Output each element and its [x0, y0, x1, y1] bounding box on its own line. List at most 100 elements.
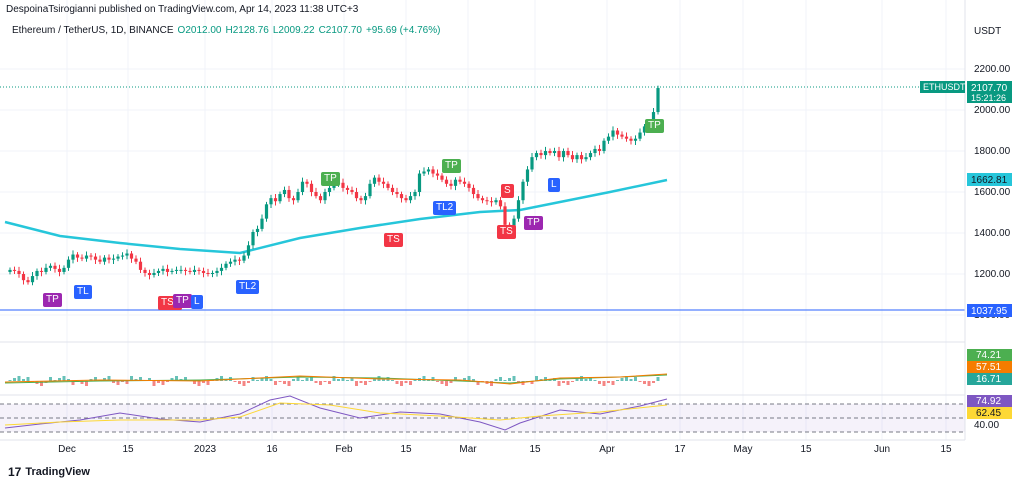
candle-body[interactable] — [246, 245, 251, 256]
candle-body[interactable] — [404, 198, 408, 201]
candle-body[interactable] — [309, 183, 314, 192]
candle-body[interactable] — [183, 269, 188, 271]
candle-body[interactable] — [521, 181, 525, 201]
candle-body[interactable] — [485, 200, 489, 202]
signal-marker[interactable]: TL2 — [433, 201, 457, 215]
candle-body[interactable] — [368, 183, 372, 197]
candle-body[interactable] — [498, 200, 503, 207]
candle-body[interactable] — [129, 253, 134, 259]
candle-body[interactable] — [620, 134, 624, 137]
candle-body[interactable] — [120, 255, 125, 257]
candle-body[interactable] — [390, 187, 395, 192]
candle-body[interactable] — [93, 256, 98, 260]
candle-body[interactable] — [138, 261, 143, 270]
candle-body[interactable] — [597, 148, 602, 151]
candle-body[interactable] — [215, 270, 219, 273]
candle-body[interactable] — [341, 182, 345, 188]
candle-body[interactable] — [557, 151, 561, 158]
candle-body[interactable] — [318, 196, 323, 201]
candle-body[interactable] — [656, 88, 660, 113]
candle-body[interactable] — [345, 187, 350, 190]
candle-body[interactable] — [354, 192, 359, 199]
candle-body[interactable] — [615, 130, 620, 135]
candle-body[interactable] — [12, 269, 17, 271]
candle-body[interactable] — [593, 148, 597, 154]
candle-body[interactable] — [273, 198, 278, 202]
signal-marker[interactable]: TP — [43, 293, 62, 307]
candle-body[interactable] — [440, 175, 444, 180]
candle-body[interactable] — [71, 254, 75, 260]
candle-body[interactable] — [467, 183, 471, 188]
candle-body[interactable] — [57, 268, 62, 272]
candle-body[interactable] — [629, 138, 633, 141]
candle-body[interactable] — [377, 177, 381, 182]
signal-marker[interactable]: S — [501, 184, 514, 198]
signal-marker[interactable]: TL2 — [236, 280, 260, 294]
candle-body[interactable] — [408, 196, 413, 201]
signal-marker[interactable]: TP — [321, 172, 340, 186]
candle-body[interactable] — [579, 155, 584, 160]
candle-body[interactable] — [80, 257, 84, 259]
candle-body[interactable] — [381, 181, 386, 184]
candle-body[interactable] — [413, 192, 417, 197]
candle-body[interactable] — [426, 169, 431, 172]
candle-body[interactable] — [89, 255, 93, 257]
candle-body[interactable] — [444, 179, 449, 184]
candle-body[interactable] — [449, 183, 453, 186]
candle-body[interactable] — [192, 269, 197, 272]
candle-body[interactable] — [471, 187, 476, 195]
candle-body[interactable] — [516, 200, 521, 219]
candle-body[interactable] — [156, 270, 161, 273]
candle-body[interactable] — [552, 151, 557, 154]
candle-body[interactable] — [359, 198, 363, 201]
candle-body[interactable] — [602, 140, 606, 151]
candle-body[interactable] — [53, 265, 57, 269]
candle-body[interactable] — [111, 258, 116, 260]
signal-marker[interactable]: TP — [524, 216, 543, 230]
candle-body[interactable] — [422, 171, 426, 174]
candle-body[interactable] — [566, 151, 570, 156]
candle-body[interactable] — [233, 259, 237, 262]
ma-polyline[interactable] — [4, 178, 668, 255]
candle-body[interactable] — [98, 259, 102, 262]
candle-body[interactable] — [17, 270, 21, 274]
candle-body[interactable] — [251, 231, 255, 246]
candle-body[interactable] — [417, 173, 422, 192]
candle-body[interactable] — [399, 194, 404, 199]
signal-marker[interactable]: L — [191, 295, 203, 309]
candle-body[interactable] — [48, 265, 53, 268]
candle-body[interactable] — [431, 169, 435, 174]
candle-body[interactable] — [611, 130, 615, 137]
candle-body[interactable] — [264, 204, 269, 219]
signal-marker[interactable]: TP — [442, 159, 461, 173]
candle-body[interactable] — [395, 192, 399, 195]
signal-marker[interactable]: TS — [384, 233, 403, 247]
signal-marker[interactable]: TP — [645, 119, 664, 133]
candle-body[interactable] — [606, 136, 611, 141]
candle-body[interactable] — [228, 261, 233, 264]
candle-body[interactable] — [570, 155, 575, 160]
candle-body[interactable] — [534, 153, 539, 158]
candle-body[interactable] — [152, 272, 156, 276]
candle-body[interactable] — [62, 267, 66, 272]
candle-body[interactable] — [323, 192, 327, 201]
candle-body[interactable] — [305, 181, 309, 184]
candle-body[interactable] — [480, 198, 485, 201]
candle-body[interactable] — [489, 201, 494, 203]
signal-marker[interactable]: TS — [497, 225, 516, 239]
candle-body[interactable] — [458, 179, 462, 182]
candle-body[interactable] — [386, 183, 390, 188]
candle-body[interactable] — [372, 177, 377, 184]
candle-body[interactable] — [327, 187, 332, 192]
candle-body[interactable] — [494, 200, 498, 203]
candle-body[interactable] — [588, 153, 593, 158]
candle-body[interactable] — [503, 206, 507, 225]
candle-body[interactable] — [44, 267, 48, 272]
candle-body[interactable] — [147, 272, 152, 276]
candle-body[interactable] — [255, 228, 260, 232]
candle-body[interactable] — [584, 157, 588, 160]
candle-body[interactable] — [638, 132, 642, 139]
candle-body[interactable] — [237, 259, 242, 261]
candle-body[interactable] — [282, 189, 287, 195]
candle-body[interactable] — [525, 169, 530, 182]
